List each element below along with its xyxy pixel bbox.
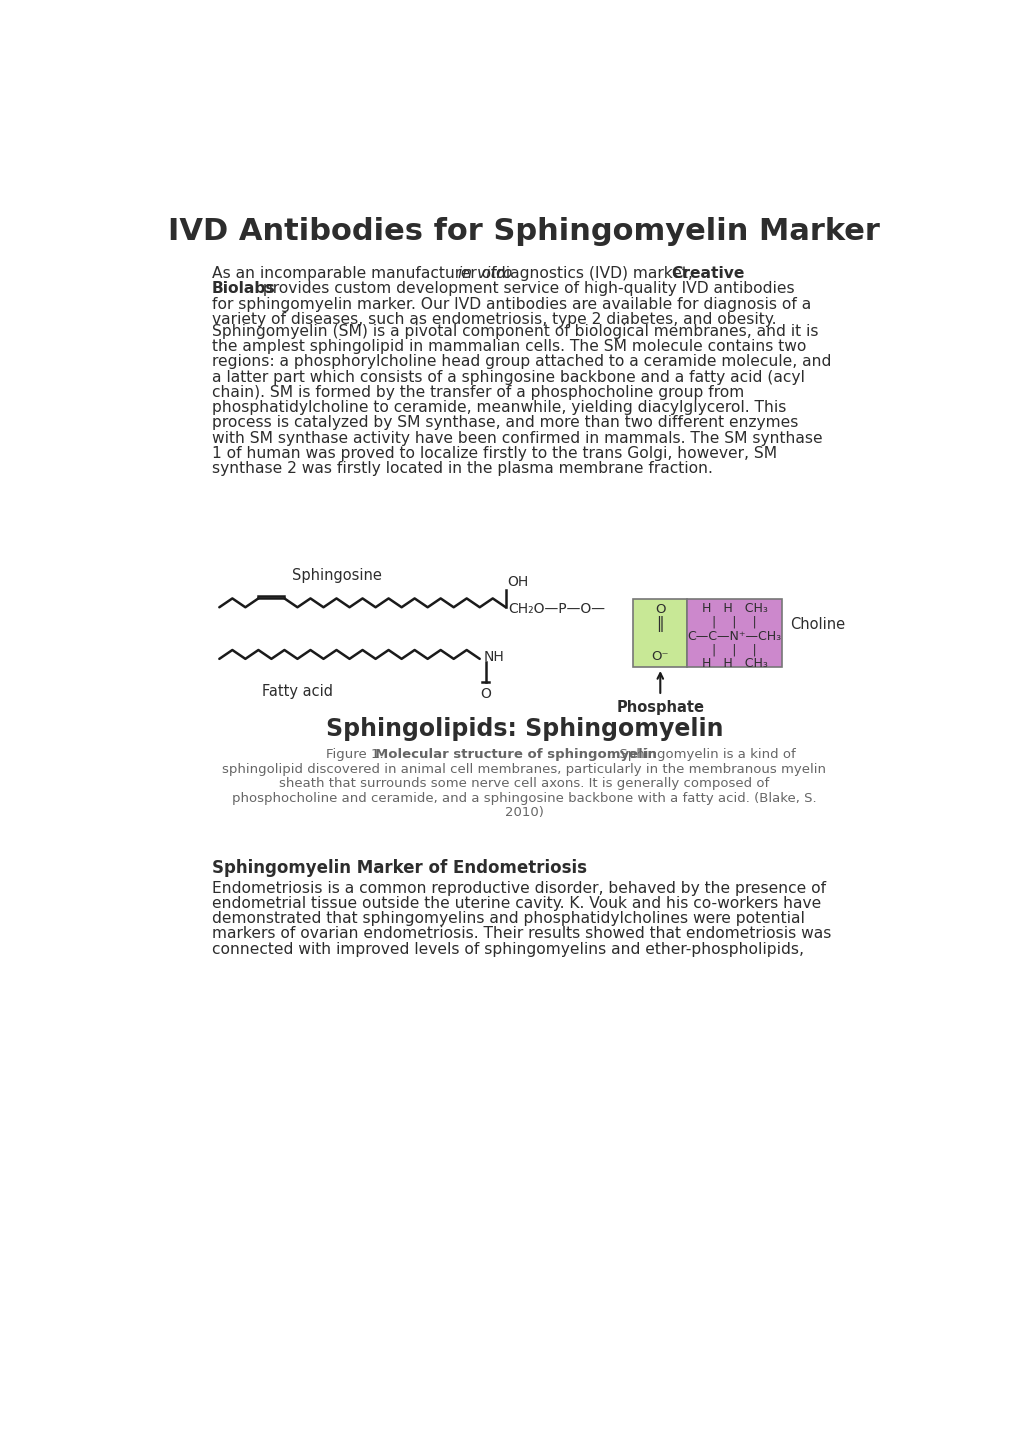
Text: 2010): 2010) xyxy=(504,807,544,820)
Text: Sphingomyelin (SM) is a pivotal component of biological membranes, and it is: Sphingomyelin (SM) is a pivotal componen… xyxy=(212,324,818,339)
Text: endometrial tissue outside the uterine cavity. K. Vouk and his co-workers have: endometrial tissue outside the uterine c… xyxy=(212,896,820,911)
Text: As an incomparable manufacturer of: As an incomparable manufacturer of xyxy=(212,266,501,281)
Text: NH: NH xyxy=(484,650,504,663)
Text: O: O xyxy=(655,602,666,615)
Text: regions: a phosphorylcholine head group attached to a ceramide molecule, and: regions: a phosphorylcholine head group … xyxy=(212,355,831,369)
Text: Endometriosis is a common reproductive disorder, behaved by the presence of: Endometriosis is a common reproductive d… xyxy=(212,880,826,896)
Text: variety of diseases, such as endometriosis, type 2 diabetes, and obesity.: variety of diseases, such as endometrios… xyxy=(212,311,776,327)
Text: |    |    |: | | | xyxy=(712,615,757,628)
Text: Choline: Choline xyxy=(790,617,845,633)
Text: ‖: ‖ xyxy=(657,615,664,631)
Bar xyxy=(633,599,687,666)
Text: 1 of human was proved to localize firstly to the trans Golgi, however, SM: 1 of human was proved to localize firstl… xyxy=(212,446,776,460)
Text: . Sphingomyelin is a kind of: . Sphingomyelin is a kind of xyxy=(612,749,796,762)
Text: phosphatidylcholine to ceramide, meanwhile, yielding diacylglycerol. This: phosphatidylcholine to ceramide, meanwhi… xyxy=(212,400,786,416)
Text: demonstrated that sphingomyelins and phosphatidylcholines were potential: demonstrated that sphingomyelins and pho… xyxy=(212,911,804,927)
Text: chain). SM is formed by the transfer of a phosphocholine group from: chain). SM is formed by the transfer of … xyxy=(212,385,744,400)
Text: markers of ovarian endometriosis. Their results showed that endometriosis was: markers of ovarian endometriosis. Their … xyxy=(212,927,831,941)
Text: Creative: Creative xyxy=(671,266,745,281)
Text: phosphocholine and ceramide, and a sphingosine backbone with a fatty acid. (Blak: phosphocholine and ceramide, and a sphin… xyxy=(232,792,816,805)
Bar xyxy=(687,599,782,666)
Text: provides custom development service of high-quality IVD antibodies: provides custom development service of h… xyxy=(258,281,794,297)
Text: IVD Antibodies for Sphingomyelin Marker: IVD Antibodies for Sphingomyelin Marker xyxy=(169,217,880,246)
Text: Sphingomyelin Marker of Endometriosis: Sphingomyelin Marker of Endometriosis xyxy=(212,859,586,877)
Text: C—C—N⁺—CH₃: C—C—N⁺—CH₃ xyxy=(687,630,782,643)
Text: O⁻: O⁻ xyxy=(652,650,669,663)
Text: synthase 2 was firstly located in the plasma membrane fraction.: synthase 2 was firstly located in the pl… xyxy=(212,460,712,476)
Text: sphingolipid discovered in animal cell membranes, particularly in the membranous: sphingolipid discovered in animal cell m… xyxy=(222,763,827,776)
Text: H   H   CH₃: H H CH₃ xyxy=(702,602,767,615)
Text: O: O xyxy=(481,686,491,701)
Text: with SM synthase activity have been confirmed in mammals. The SM synthase: with SM synthase activity have been conf… xyxy=(212,430,822,446)
Text: Phosphate: Phosphate xyxy=(616,699,704,715)
Text: CH₂O—P—O—: CH₂O—P—O— xyxy=(508,602,605,615)
Text: for sphingomyelin marker. Our IVD antibodies are available for diagnosis of a: for sphingomyelin marker. Our IVD antibo… xyxy=(212,297,811,311)
Text: in vitro: in vitro xyxy=(458,266,513,281)
Text: process is catalyzed by SM synthase, and more than two different enzymes: process is catalyzed by SM synthase, and… xyxy=(212,416,798,430)
Text: a latter part which consists of a sphingosine backbone and a fatty acid (acyl: a latter part which consists of a sphing… xyxy=(212,369,804,385)
Text: Fatty acid: Fatty acid xyxy=(262,683,332,698)
Text: |    |    |: | | | xyxy=(712,643,757,656)
Text: the amplest sphingolipid in mammalian cells. The SM molecule contains two: the amplest sphingolipid in mammalian ce… xyxy=(212,339,806,355)
Text: diagnostics (IVD) market,: diagnostics (IVD) market, xyxy=(491,266,698,281)
Text: Sphingosine: Sphingosine xyxy=(292,568,382,582)
Text: Molecular structure of sphingomyelin: Molecular structure of sphingomyelin xyxy=(375,749,657,762)
Text: sheath that surrounds some nerve cell axons. It is generally composed of: sheath that surrounds some nerve cell ax… xyxy=(279,778,769,791)
Text: OH: OH xyxy=(507,575,529,589)
Text: connected with improved levels of sphingomyelins and ether-phospholipids,: connected with improved levels of sphing… xyxy=(212,941,804,957)
Text: Biolabs: Biolabs xyxy=(212,281,275,297)
Text: Sphingolipids: Sphingomyelin: Sphingolipids: Sphingomyelin xyxy=(325,717,723,741)
Text: Figure 1.: Figure 1. xyxy=(325,749,388,762)
Text: H   H   CH₃: H H CH₃ xyxy=(702,657,767,670)
